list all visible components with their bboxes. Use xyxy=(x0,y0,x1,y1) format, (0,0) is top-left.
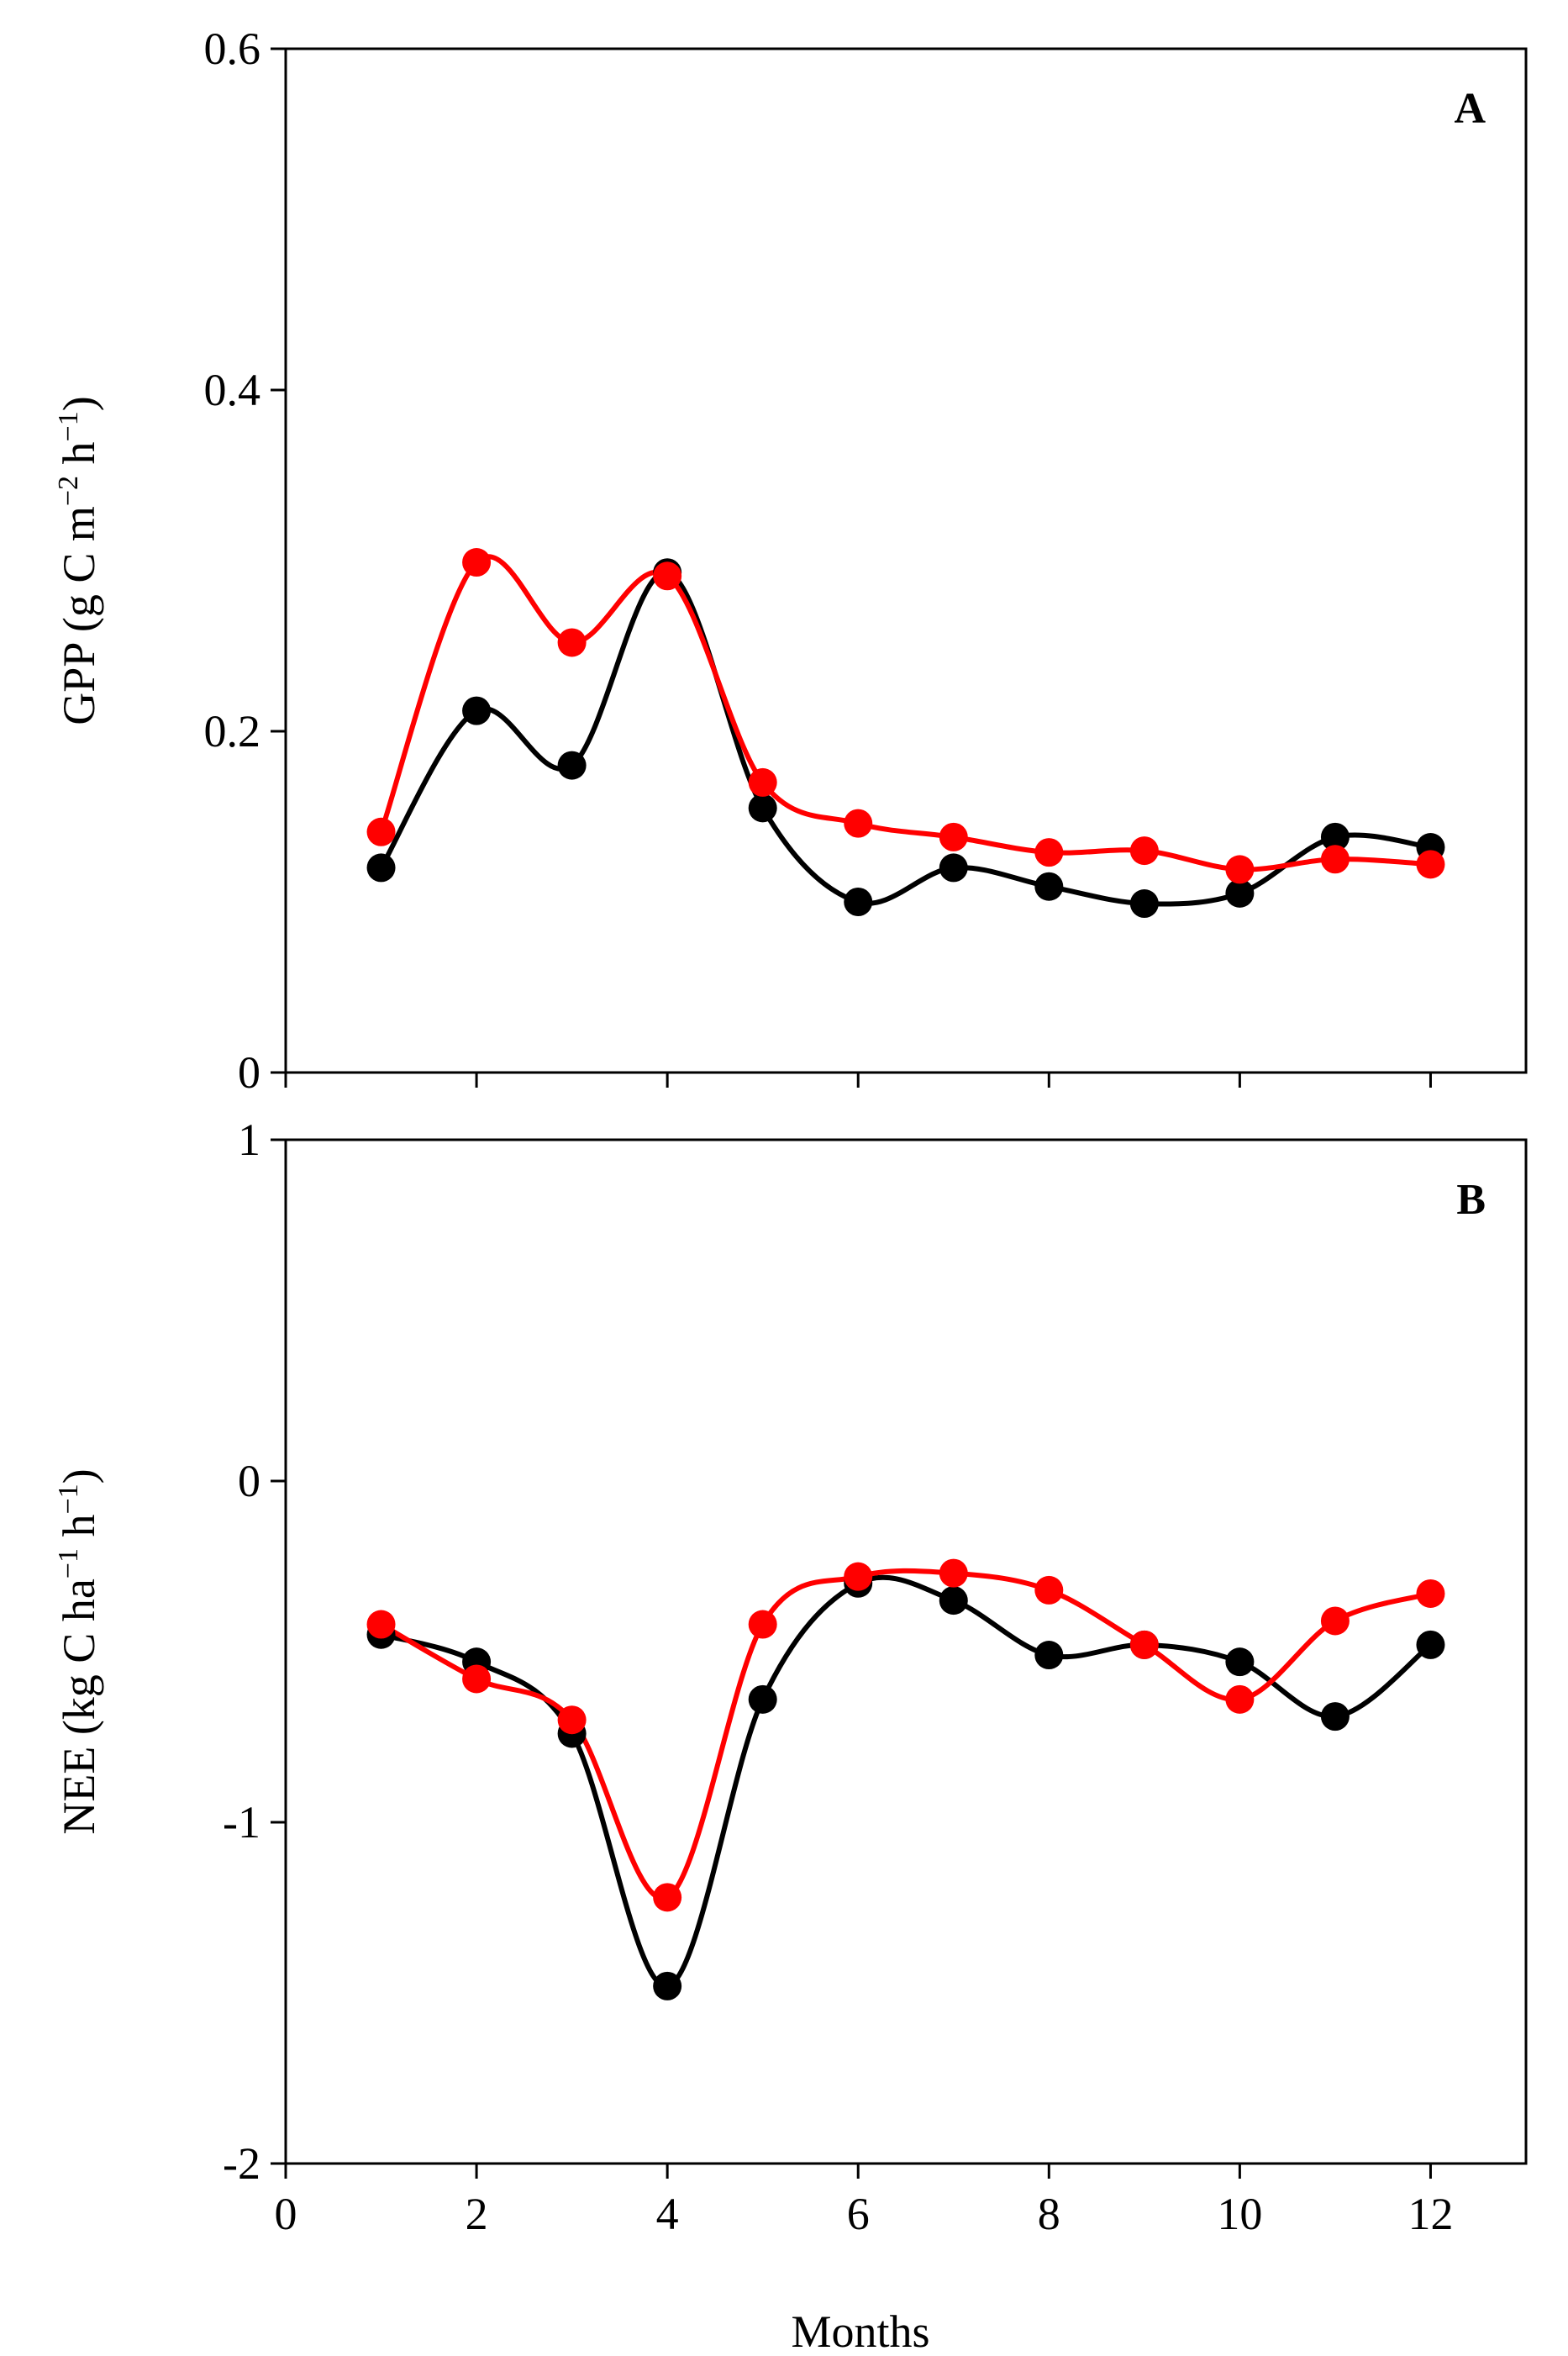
x-tick-label: 8 xyxy=(1038,2189,1060,2239)
panel-a-y-axis-title: GPP (g C m−2 h−1) xyxy=(53,396,104,725)
black-data-point xyxy=(1034,1641,1064,1670)
x-tick-label: 6 xyxy=(847,2189,870,2239)
red-data-point xyxy=(1225,1684,1255,1714)
red-data-point xyxy=(1129,1630,1159,1659)
black-data-point xyxy=(748,793,777,823)
black-data-point xyxy=(844,888,873,916)
panel-a-ticks: 0 0.2 0.4 0.6 xyxy=(204,24,1432,1098)
x-tick-label: 4 xyxy=(656,2189,679,2239)
x-tick-label: 2 xyxy=(466,2189,488,2239)
red-data-point xyxy=(748,767,777,797)
black-data-point xyxy=(653,1971,682,2000)
y-tick-label: 0 xyxy=(238,1456,260,1506)
red-data-point xyxy=(939,822,968,851)
red-series-line xyxy=(378,554,1431,872)
panel-b-letter: B xyxy=(1456,1176,1486,1224)
black-data-point xyxy=(1225,878,1255,908)
red-data-point xyxy=(844,1562,873,1591)
y-tick-label: 0.4 xyxy=(204,365,261,415)
panel-b-y-axis-title: NEE (kg C ha−1 h−1) xyxy=(53,1468,104,1834)
red-data-point xyxy=(844,809,873,838)
red-series-line xyxy=(380,1568,1432,1901)
red-data-point xyxy=(462,1664,492,1694)
red-data-point xyxy=(1034,1575,1064,1605)
red-data-point xyxy=(1129,836,1159,866)
red-data-point xyxy=(557,1705,587,1735)
y-tick-label: 0 xyxy=(238,1047,260,1098)
y-tick-label: 1 xyxy=(238,1115,260,1165)
x-axis-title: Months xyxy=(791,2306,929,2356)
panel-a-letter: A xyxy=(1454,85,1486,133)
x-tick-label: 0 xyxy=(275,2189,297,2239)
red-data-point xyxy=(939,1558,968,1588)
red-data-point xyxy=(1320,845,1350,874)
black-data-point xyxy=(1320,822,1350,851)
panel-b-data-points xyxy=(366,1558,1445,2000)
red-data-point xyxy=(1416,850,1445,879)
black-data-point xyxy=(748,1684,777,1714)
red-data-point xyxy=(1225,855,1255,884)
black-data-point xyxy=(366,853,396,883)
panel-a-plot-frame xyxy=(284,47,1528,1074)
panel-a-series-lines xyxy=(378,554,1431,907)
red-data-point xyxy=(1034,838,1064,867)
red-data-point xyxy=(1320,1606,1350,1636)
black-data-point xyxy=(1320,1702,1350,1731)
black-series-line xyxy=(380,1574,1433,1989)
red-data-point xyxy=(653,561,682,591)
red-data-point xyxy=(366,1610,396,1639)
y-tick-label: -1 xyxy=(223,1797,260,1847)
black-data-point xyxy=(557,751,587,780)
y-tick-label: -2 xyxy=(223,2138,260,2189)
red-data-point xyxy=(462,548,492,577)
red-data-point xyxy=(1416,1579,1445,1608)
black-data-point xyxy=(1129,889,1159,919)
red-data-point xyxy=(748,1610,777,1639)
red-data-point xyxy=(557,628,587,657)
panel-a-data-points xyxy=(366,548,1445,919)
black-series-line xyxy=(378,570,1431,907)
black-data-point xyxy=(939,1586,968,1615)
x-tick-label: 12 xyxy=(1408,2189,1453,2239)
red-data-point xyxy=(366,817,396,846)
panel-b-plot-frame xyxy=(284,1138,1528,2165)
black-data-point xyxy=(462,696,492,725)
black-data-point xyxy=(1034,872,1064,901)
x-tick-label: 10 xyxy=(1217,2189,1262,2239)
black-data-point xyxy=(939,853,968,883)
black-data-point xyxy=(1416,1630,1445,1659)
black-data-point xyxy=(1225,1647,1255,1677)
panel-b-series-lines xyxy=(380,1568,1433,1989)
y-tick-label: 0.6 xyxy=(204,24,261,74)
panel-a-gpp: 0 0.2 0.4 0.6 A GPP (g C m−2 h−1) xyxy=(53,24,1528,1098)
y-tick-label: 0.2 xyxy=(204,706,261,756)
red-data-point xyxy=(653,1883,682,1912)
